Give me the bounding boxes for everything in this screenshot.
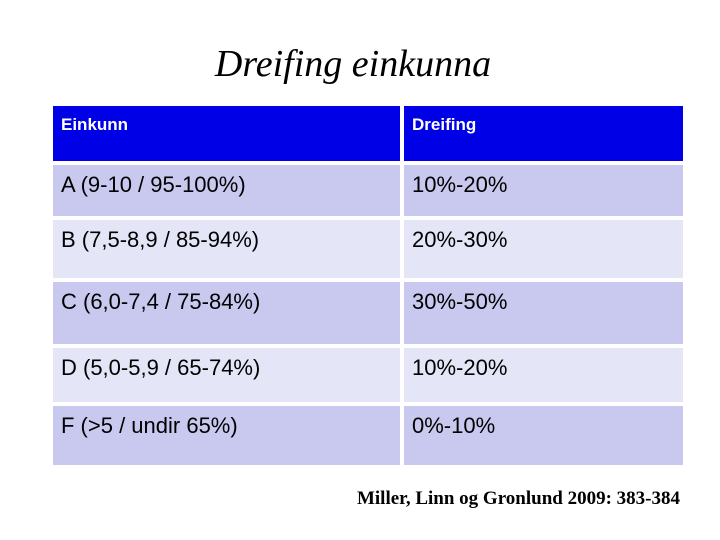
slide-title: Dreifing einkunna [214, 43, 492, 85]
table-cell-distribution-f: 0%-10% [404, 406, 683, 465]
table-cell-grade-b: B (7,5-8,9 / 85-94%) [53, 220, 400, 278]
table-cell-distribution-c: 30%-50% [404, 282, 683, 344]
table-cell-grade-d: D (5,0-5,9 / 65-74%) [53, 348, 400, 402]
table-cell-grade-f: F (>5 / undir 65%) [53, 406, 400, 465]
table-cell-grade-a: A (9-10 / 95-100%) [53, 165, 400, 216]
grades-table: Einkunn Dreifing A (9-10 / 95-100%) 10%-… [53, 106, 683, 465]
table-cell-grade-c: C (6,0-7,4 / 75-84%) [53, 282, 400, 344]
table-cell-distribution-d: 10%-20% [404, 348, 683, 402]
column-header-dreifing: Dreifing [404, 106, 683, 161]
column-header-einkunn: Einkunn [53, 106, 400, 161]
table-cell-distribution-a: 10%-20% [404, 165, 683, 216]
table-cell-distribution-b: 20%-30% [404, 220, 683, 278]
citation: Miller, Linn og Gronlund 2009: 383-384 [356, 488, 680, 509]
